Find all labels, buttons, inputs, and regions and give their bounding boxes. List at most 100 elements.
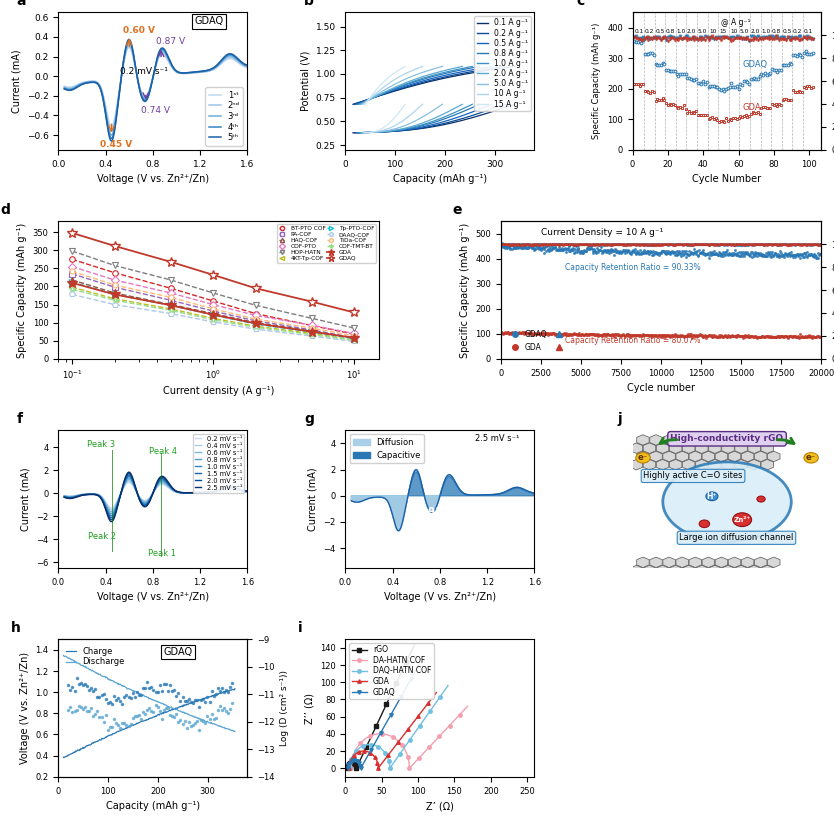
Legend: rGO, DA-HATN COF, DAQ-HATN COF, GDA, GDAQ: rGO, DA-HATN COF, DAQ-HATN COF, GDA, GDA… <box>349 643 434 699</box>
rGO <box>409 640 420 649</box>
DA-HATN COF <box>404 760 414 770</box>
Text: GDAQ: GDAQ <box>163 647 193 657</box>
Legend: Diffusion, Capacitive: Diffusion, Capacitive <box>349 435 424 464</box>
Text: Zn²⁺: Zn²⁺ <box>734 517 751 523</box>
DA-HATN COF <box>463 701 473 711</box>
Text: 0.8: 0.8 <box>666 29 676 34</box>
GDA <box>411 713 421 723</box>
rGO <box>388 686 398 696</box>
Text: 0.8: 0.8 <box>771 29 781 34</box>
X-axis label: Voltage (V vs. Zn²⁺/Zn): Voltage (V vs. Zn²⁺/Zn) <box>97 592 208 602</box>
GDAQ <box>392 700 402 709</box>
GDA <box>373 762 383 772</box>
GDA <box>354 746 364 756</box>
Text: 10: 10 <box>709 29 716 34</box>
Circle shape <box>757 496 766 502</box>
Text: g: g <box>304 413 314 427</box>
DAQ-HATN COF <box>423 709 433 719</box>
Text: d: d <box>1 203 11 218</box>
Legend: 0.2 mV s⁻¹, 0.4 mV s⁻¹, 0.6 mV s⁻¹, 0.8 mV s⁻¹, 1.0 mV s⁻¹, 1.5 mV s⁻¹, 2.0 mV s: 0.2 mV s⁻¹, 0.4 mV s⁻¹, 0.6 mV s⁻¹, 0.8 … <box>193 434 244 492</box>
Text: 2.0: 2.0 <box>687 29 696 34</box>
GDAQ <box>356 763 366 773</box>
Text: GDAQ: GDAQ <box>742 60 767 69</box>
Legend: GDAQ, GDA, , : GDAQ, GDA, , <box>505 327 570 355</box>
Text: 1.0: 1.0 <box>761 29 771 34</box>
Text: 2.0: 2.0 <box>751 29 760 34</box>
GDAQ <box>394 695 404 705</box>
Y-axis label: Current (mA): Current (mA) <box>21 467 31 531</box>
rGO <box>351 763 361 773</box>
Charge <box>164 705 174 715</box>
Y-axis label: Specific Capacity (mAh g⁻¹): Specific Capacity (mAh g⁻¹) <box>460 223 470 358</box>
Text: High-conductivity rGO: High-conductivity rGO <box>671 434 784 443</box>
GDA <box>357 746 367 756</box>
Text: e⁻: e⁻ <box>638 453 648 462</box>
Discharge <box>85 665 95 675</box>
Text: Peak 4: Peak 4 <box>149 447 178 456</box>
Text: H⁺: H⁺ <box>706 492 717 501</box>
GDA <box>344 764 354 774</box>
Ellipse shape <box>663 462 791 542</box>
Y-axis label: Current (mA): Current (mA) <box>308 467 318 531</box>
Y-axis label: Z’’ (Ω): Z’’ (Ω) <box>304 693 314 723</box>
Circle shape <box>636 453 651 463</box>
Text: Large ion diffusion channel: Large ion diffusion channel <box>680 533 794 543</box>
Circle shape <box>699 520 710 528</box>
Circle shape <box>804 453 818 463</box>
Legend: Charge, Discharge: Charge, Discharge <box>63 644 128 670</box>
GDAQ <box>343 764 353 774</box>
Legend: 0.1 A g⁻¹, 0.2 A g⁻¹, 0.5 A g⁻¹, 0.8 A g⁻¹, 1.0 A g⁻¹, 2.0 A g⁻¹, 5.0 A g⁻¹, 10 : 0.1 A g⁻¹, 0.2 A g⁻¹, 0.5 A g⁻¹, 0.8 A g… <box>475 16 530 111</box>
Line: GDAQ: GDAQ <box>346 663 420 770</box>
Legend: 1ˢᵗ, 2ⁿᵈ, 3ʳᵈ, 4ᵗʰ, 5ᵗʰ: 1ˢᵗ, 2ⁿᵈ, 3ʳᵈ, 4ᵗʰ, 5ᵗʰ <box>205 87 243 145</box>
GDA <box>360 746 370 756</box>
Charge <box>202 693 212 703</box>
Discharge <box>156 699 166 709</box>
DAQ-HATN COF <box>421 712 431 722</box>
Charge <box>85 740 95 750</box>
X-axis label: Capacity (mAh g⁻¹): Capacity (mAh g⁻¹) <box>106 801 200 811</box>
Y-axis label: Voltage (V vs. Zn²⁺/Zn): Voltage (V vs. Zn²⁺/Zn) <box>20 652 30 764</box>
Charge <box>141 715 151 725</box>
DA-HATN COF <box>346 764 356 774</box>
Text: 5.0: 5.0 <box>698 29 707 34</box>
DAQ-HATN COF <box>344 764 354 774</box>
Text: a: a <box>17 0 27 8</box>
Text: 91.2 %: 91.2 % <box>428 507 468 517</box>
Text: 0.87 V: 0.87 V <box>156 37 185 46</box>
Text: 10: 10 <box>731 29 738 34</box>
Text: j: j <box>617 413 622 427</box>
rGO <box>346 758 356 768</box>
Text: 0.5: 0.5 <box>656 29 665 34</box>
Charge <box>200 693 210 703</box>
Text: 0.45 V: 0.45 V <box>100 140 133 149</box>
Text: Peak 2: Peak 2 <box>88 532 116 541</box>
Line: Charge: Charge <box>63 689 235 758</box>
Circle shape <box>706 492 718 501</box>
Text: 0.2 mV s⁻¹: 0.2 mV s⁻¹ <box>120 67 168 76</box>
X-axis label: Cycle number: Cycle number <box>627 383 696 393</box>
Charge <box>157 709 167 719</box>
Circle shape <box>733 513 751 527</box>
Text: 15: 15 <box>720 29 727 34</box>
Text: 0.60 V: 0.60 V <box>123 26 155 35</box>
X-axis label: Voltage (V vs. Zn²⁺/Zn): Voltage (V vs. Zn²⁺/Zn) <box>384 592 496 602</box>
rGO <box>343 764 353 774</box>
DAQ-HATN COF <box>359 741 369 750</box>
Text: 2.5 mV s⁻¹: 2.5 mV s⁻¹ <box>475 434 520 443</box>
DAQ-HATN COF <box>363 740 373 750</box>
rGO <box>389 682 399 692</box>
Line: GDA: GDA <box>348 690 438 770</box>
Text: GDAQ: GDAQ <box>195 16 224 26</box>
Text: e⁻: e⁻ <box>806 453 816 462</box>
Charge <box>58 752 68 762</box>
Y-axis label: Log (D (cm² s⁻¹)): Log (D (cm² s⁻¹)) <box>280 670 289 746</box>
Y-axis label: Specific Capacity (mAh g⁻¹): Specific Capacity (mAh g⁻¹) <box>592 23 601 139</box>
Text: h: h <box>11 621 21 635</box>
Text: GDA: GDA <box>742 103 761 112</box>
Text: Highly active C=O sites: Highly active C=O sites <box>643 472 743 480</box>
GDA <box>409 716 420 726</box>
DA-HATN COF <box>367 730 377 740</box>
Text: 5.0: 5.0 <box>740 29 750 34</box>
Discharge <box>141 691 151 701</box>
Line: DA-HATN COF: DA-HATN COF <box>349 704 470 770</box>
